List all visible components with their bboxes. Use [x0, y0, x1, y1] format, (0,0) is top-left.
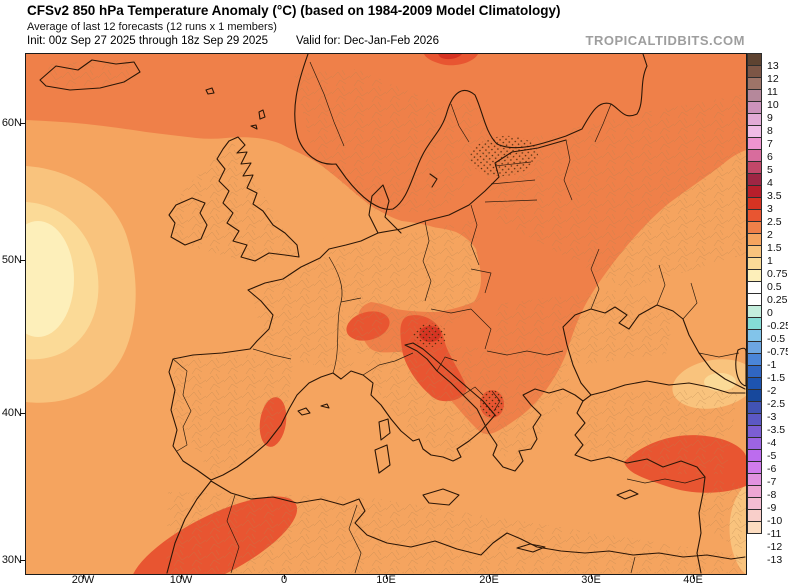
site-watermark: TROPICALTIDBITS.COM	[585, 33, 745, 48]
colorbar-tick-label: -12	[767, 541, 783, 553]
significance-stippling	[413, 135, 538, 418]
colorbar-tick-label: -6	[767, 463, 777, 475]
colorbar-tick-label: -3.5	[767, 424, 786, 436]
coast-balearics	[297, 403, 330, 416]
lon-tick	[386, 574, 387, 579]
coast-continent	[168, 139, 592, 481]
coast-africa	[166, 480, 746, 574]
colorbar-tick-label: -9	[767, 502, 777, 514]
colorbar-tick-label: -2	[767, 385, 777, 397]
lat-label: 50N	[1, 254, 22, 266]
lat-tick	[20, 560, 25, 561]
europe-anomaly-map	[2, 53, 756, 587]
colorbar-tick-label: 6	[767, 151, 773, 163]
colorbar-tick-label: 5	[767, 164, 773, 176]
lat-tick	[20, 413, 25, 414]
colorbar-tick-label: 1	[767, 255, 773, 267]
coast-faroe	[205, 87, 215, 95]
coast-corsica	[378, 418, 391, 441]
colorbar-segment	[747, 521, 762, 534]
colorbar-tick-label: 0	[767, 307, 773, 319]
subtitle: Average of last 12 forecasts (12 runs x …	[27, 21, 277, 33]
coast-ireland	[168, 197, 208, 246]
colorbar-tick-label: -2.5	[767, 398, 786, 410]
lon-tick	[489, 574, 490, 579]
anomaly-nsweden-deep-sliver	[424, 54, 478, 66]
colorbar-tick-label: 9	[767, 112, 773, 124]
lon-label: 30E	[581, 574, 601, 586]
lon-tick	[591, 574, 592, 579]
colorbar-tick-label: -1.5	[767, 372, 786, 384]
anomaly-nsweden-core-sliver	[438, 54, 462, 60]
colorbar-tick-label: -0.5	[767, 333, 786, 345]
colorbar-tick-label: -5	[767, 450, 777, 462]
colorbar-tick-label: -8	[767, 489, 777, 501]
lon-label: 40E	[683, 574, 703, 586]
coast-turkey-south	[574, 400, 706, 574]
colorbar-tick-label: 3.5	[767, 190, 782, 202]
coast-sardinia	[374, 444, 391, 474]
lat-label: 60N	[1, 117, 22, 129]
colorbar-tick-label: 2.5	[767, 216, 782, 228]
lon-label: 10E	[376, 574, 396, 586]
colorbar-tick-label: -0.75	[767, 346, 788, 358]
colorbar-tick-label: 0.25	[767, 294, 788, 306]
colorbar-tick-label: 10	[767, 99, 779, 111]
colorbar-tick-label: 11	[767, 86, 778, 98]
coast-sicily	[422, 488, 460, 506]
map-canvas	[2, 53, 756, 587]
lon-label: 10W	[169, 574, 193, 586]
coast-britain	[216, 136, 300, 262]
colorbar	[747, 53, 762, 573]
colorbar-tick-label: -1	[767, 359, 777, 371]
anomaly-caucasus-paler-core	[704, 373, 736, 391]
coast-shetland	[250, 109, 266, 130]
coastlines	[39, 53, 747, 574]
colorbar-tick-label: -7	[767, 476, 777, 488]
colorbar-tick-label: 0.75	[767, 268, 788, 280]
lon-label: 20W	[71, 574, 95, 586]
coast-black-sea	[562, 304, 746, 396]
colorbar-tick-label: 0.5	[767, 281, 782, 293]
coast-iceland	[39, 59, 141, 91]
coast-cyprus	[616, 489, 639, 500]
coast-denmark	[368, 184, 402, 234]
lat-tick	[20, 260, 25, 261]
lon-tick	[181, 574, 182, 579]
coast-scandinavia	[294, 53, 648, 210]
lon-tick	[284, 574, 285, 579]
lon-label: 0	[280, 574, 288, 586]
colorbar-tick-label: 1.5	[767, 242, 782, 254]
colorbar-tick-label: -10	[767, 515, 783, 527]
init-time-label: Init: 00z Sep 27 2025 through 18z Sep 29…	[27, 35, 269, 47]
valid-time-label: Valid for: Dec-Jan-Feb 2026	[296, 35, 439, 47]
lon-tick	[693, 574, 694, 579]
page-title: CFSv2 850 hPa Temperature Anomaly (°C) (…	[27, 3, 561, 18]
colorbar-tick-label: -13	[767, 554, 783, 566]
colorbar-tick-label: -4	[767, 437, 777, 449]
colorbar-tick-label: 13	[767, 60, 779, 72]
colorbar-tick-label: 4	[767, 177, 773, 189]
colorbar-tick-label: -0.25	[767, 320, 788, 332]
country-borders	[172, 61, 740, 574]
colorbar-tick-label: -3	[767, 411, 777, 423]
colorbar-tick-label: 8	[767, 125, 773, 137]
lon-label: 20E	[479, 574, 499, 586]
colorbar-tick-label: 12	[767, 73, 779, 85]
colorbar-tick-label: 3	[767, 203, 773, 215]
lat-tick	[20, 123, 25, 124]
lon-tick	[83, 574, 84, 579]
colorbar-tick-label: 7	[767, 138, 773, 150]
colorbar-tick-label: -11	[767, 528, 782, 540]
lat-label: 40N	[1, 407, 22, 419]
coast-crete	[516, 543, 546, 553]
coast-gotland	[429, 173, 438, 188]
colorbar-tick-label: 2	[767, 229, 773, 241]
lat-label: 30N	[1, 554, 22, 566]
